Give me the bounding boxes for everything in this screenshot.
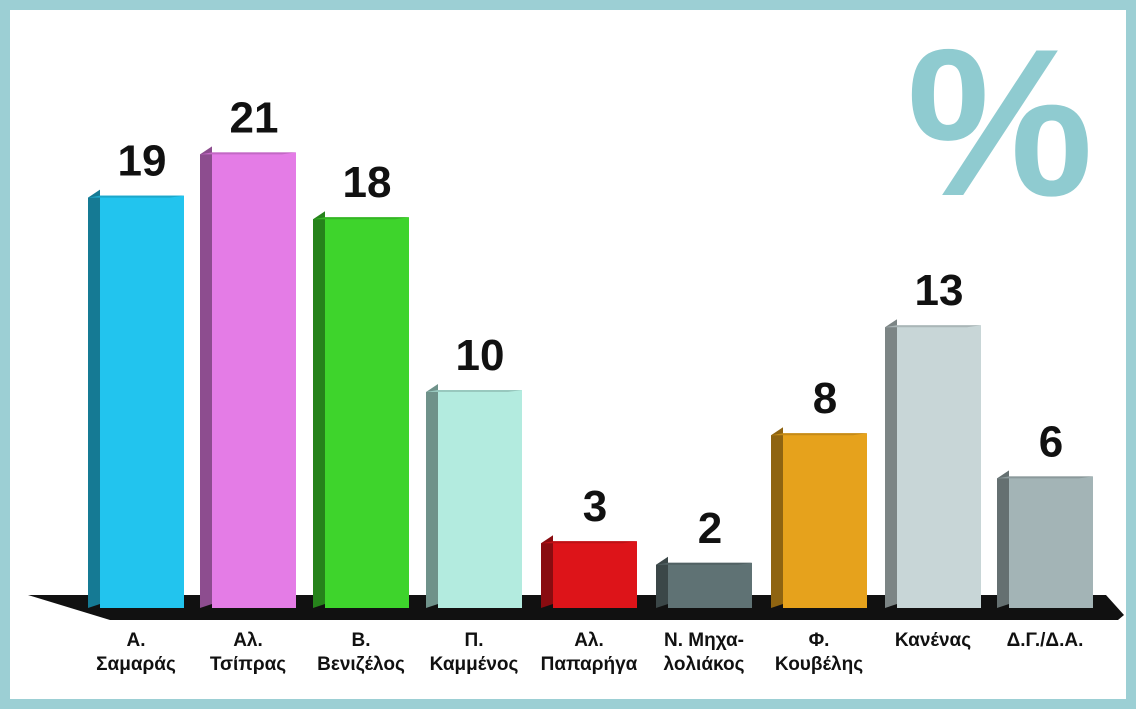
bar-7-side [771,427,783,608]
bar-1-category-label: Α. [127,630,146,651]
bar-2-front [212,152,296,608]
bar-1-side [88,189,100,608]
bar-6-category-label: λολιάκος [664,654,745,675]
bar-9-top [997,476,1093,479]
bar-9-category-label: Δ.Γ./Δ.Α. [1007,630,1084,651]
bar-5-category-label: Αλ. [574,630,604,651]
bar-4-side [426,384,438,608]
bar-6-value-label: 2 [698,504,722,553]
bar-5-category-label: Παπαρήγα [541,654,638,675]
bar-3-category-label: Β. [352,630,371,651]
bar-6-front [668,562,752,608]
bar-4-category-label: Καμμένος [430,654,519,675]
bar-6-top [656,562,752,565]
bar-9-front [1009,476,1093,608]
bar-3-value-label: 18 [343,158,392,207]
bar-chart: % 19 Α. Σαμαράς 21 Αλ. Τσίπρας 18 Β. Βενιζέλος 10 Π… [28,10,1124,675]
bar-7-front [783,433,867,608]
bar-5-top [541,541,637,544]
bar-2-category-label: Τσίπρας [210,654,286,675]
bar-4-front [438,390,522,608]
bar-6-side [656,556,668,608]
bar-2-top [200,152,296,155]
percent-symbol: % [907,10,1094,240]
bar-2-category-label: Αλ. [233,630,263,651]
bar-1-category-label: Σαμαράς [96,654,176,675]
bar-1-front [100,195,184,608]
bar-2-side [200,146,212,608]
bar-8-front [897,325,981,608]
bar-8-value-label: 13 [915,266,964,315]
bar-8-side [885,319,897,608]
bar-7-top [771,433,867,436]
bar-4-category-label: Π. [465,630,484,651]
bar-9-side [997,470,1009,608]
bar-3-top [313,217,409,220]
bar-7-category-label: Φ. [809,630,830,651]
bar-5-side [541,535,553,608]
bar-4-value-label: 10 [456,331,505,380]
bar-5-value-label: 3 [583,482,607,531]
bar-1-value-label: 19 [118,137,167,186]
bar-8-category-label: Κανένας [895,630,971,651]
bar-3-side [313,211,325,608]
bar-2-value-label: 21 [230,93,279,142]
bar-4-top [426,390,522,392]
bar-6-category-label: Ν. Μηχα- [664,630,744,651]
bar-5-front [553,541,637,608]
bar-7-value-label: 8 [813,374,837,423]
bar-3-front [325,217,409,608]
bar-1-top [88,195,184,198]
bar-3-category-label: Βενιζέλος [317,654,405,675]
bar-8-top [885,325,981,328]
chart-frame: % 19 Α. Σαμαράς 21 Αλ. Τσίπρας 18 Β. Βενιζέλος 10 Π… [10,10,1126,699]
bar-7-category-label: Κουβέλης [775,654,863,675]
bar-9-value-label: 6 [1039,417,1063,466]
